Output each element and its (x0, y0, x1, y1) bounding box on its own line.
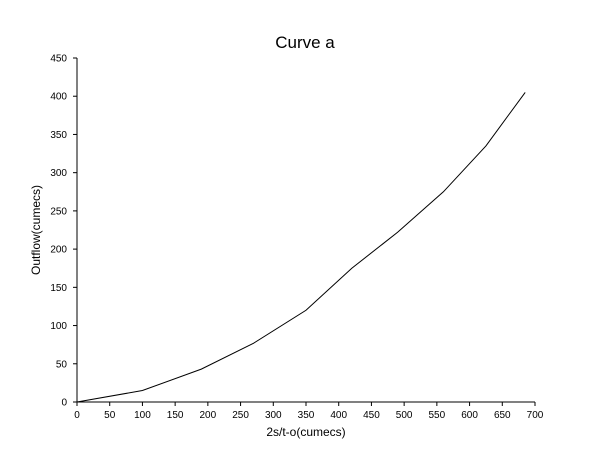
x-axis-ticks: 0 50 100 150 200 250 300 350 400 450 500 550 600 650 7… (74, 402, 544, 421)
series-line-curve-a (76, 92, 526, 403)
y-tick-label: 400 (50, 92, 67, 103)
y-tick-label: 350 (50, 130, 67, 141)
x-tick-label: 200 (200, 410, 217, 421)
x-tick-label: 350 (298, 410, 315, 421)
x-tick-label: 500 (396, 410, 413, 421)
x-axis-label: 2s/t-o(cumecs) (266, 425, 345, 439)
x-tick-label: 400 (330, 410, 347, 421)
y-tick-label: 250 (50, 206, 67, 217)
x-tick-label: 0 (74, 410, 80, 421)
x-tick-label: 700 (527, 410, 544, 421)
chart-title: Curve a (275, 33, 335, 52)
y-tick-label: 100 (50, 321, 67, 332)
x-tick-label: 300 (265, 410, 282, 421)
x-tick-label: 100 (134, 410, 151, 421)
y-tick-label: 300 (50, 168, 67, 179)
y-axis-ticks: 0 50 100 150 200 250 300 350 400 450 (50, 54, 77, 409)
x-tick-label: 50 (104, 410, 116, 421)
y-tick-label: 150 (50, 283, 67, 294)
y-tick-label: 450 (50, 54, 67, 65)
x-tick-label: 250 (232, 410, 249, 421)
x-tick-label: 600 (461, 410, 478, 421)
y-tick-label: 200 (50, 245, 67, 256)
x-tick-label: 150 (167, 410, 184, 421)
x-tick-label: 550 (429, 410, 446, 421)
x-tick-label: 450 (363, 410, 380, 421)
y-tick-label: 50 (56, 359, 68, 370)
x-tick-label: 650 (494, 410, 511, 421)
y-tick-label: 0 (61, 398, 67, 409)
y-axis-label: Outflow(cumecs) (29, 185, 43, 275)
